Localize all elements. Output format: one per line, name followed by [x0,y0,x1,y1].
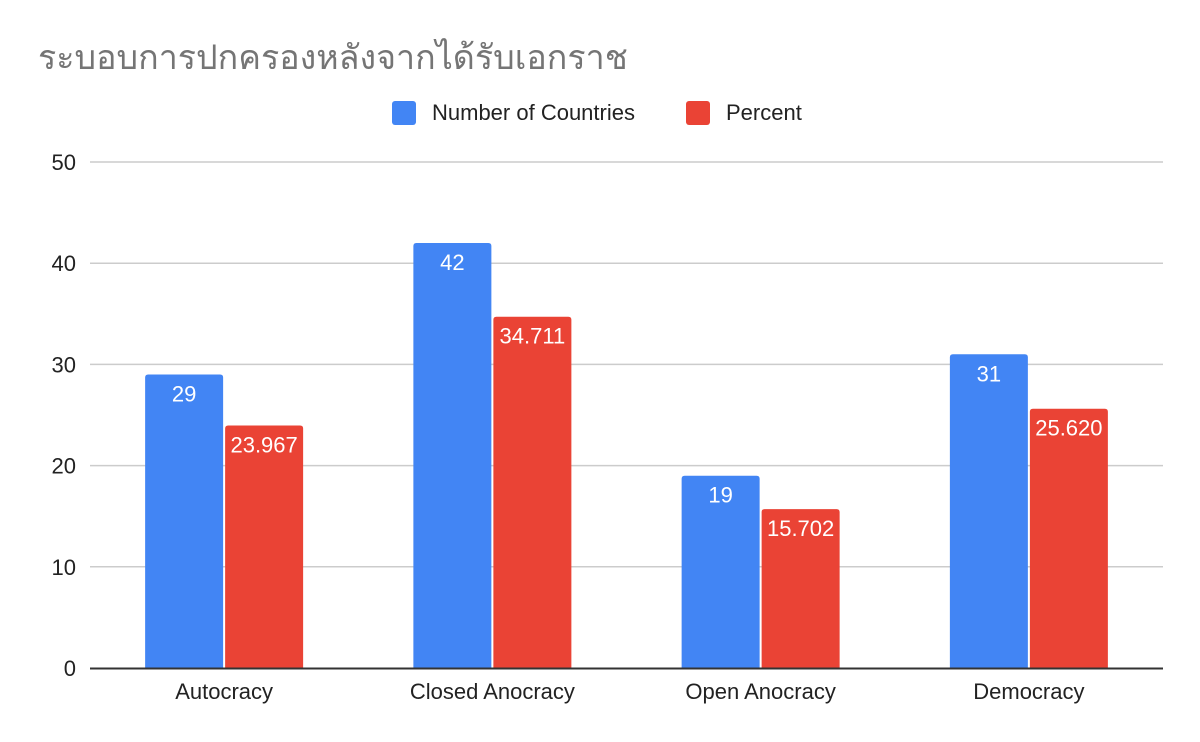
y-tick-label: 30 [52,352,76,377]
data-label: 23.967 [230,432,297,457]
chart-title: ระบอบการปกครองหลังจากได้รับเอกราช [38,38,628,78]
x-axis-categories: Autocracy Closed Anocracy Open Anocracy Dem… [175,679,1084,704]
bar-percent-open-anocracy [761,509,840,668]
bar-percent-autocracy [225,425,304,668]
legend: Number of Countries Percent [392,100,802,125]
y-tick-label: 20 [52,454,76,479]
y-axis-ticks: 0 10 20 30 40 50 [52,150,76,681]
x-category-label: Closed Anocracy [410,679,575,704]
bar-percent-closed-anocracy [493,316,572,668]
bars [145,242,1108,668]
data-label: 19 [708,483,732,508]
data-label: 31 [977,361,1001,386]
legend-label-percent: Percent [726,100,802,125]
legend-swatch-number-of-countries [392,101,416,125]
bar-number-of-countries-open-anocracy [681,475,760,668]
x-category-label: Autocracy [175,679,273,704]
data-labels: 29 23.967 42 34.711 19 15.702 31 25.620 [172,250,1103,541]
y-tick-label: 50 [52,150,76,175]
data-label: 34.711 [500,324,566,349]
y-tick-label: 10 [52,555,76,580]
data-label: 29 [172,382,196,407]
bar-number-of-countries-closed-anocracy [413,242,492,668]
data-label: 15.702 [767,516,834,541]
legend-swatch-percent [686,101,710,125]
bar-number-of-countries-autocracy [145,374,224,668]
y-tick-label: 40 [52,251,76,276]
x-category-label: Democracy [973,679,1084,704]
legend-label-number-of-countries: Number of Countries [432,100,635,125]
x-category-label: Open Anocracy [685,679,835,704]
y-tick-label: 0 [64,656,76,681]
bar-number-of-countries-democracy [949,354,1028,668]
data-label: 42 [440,250,464,275]
bar-percent-democracy [1029,408,1108,668]
data-label: 25.620 [1035,416,1102,441]
